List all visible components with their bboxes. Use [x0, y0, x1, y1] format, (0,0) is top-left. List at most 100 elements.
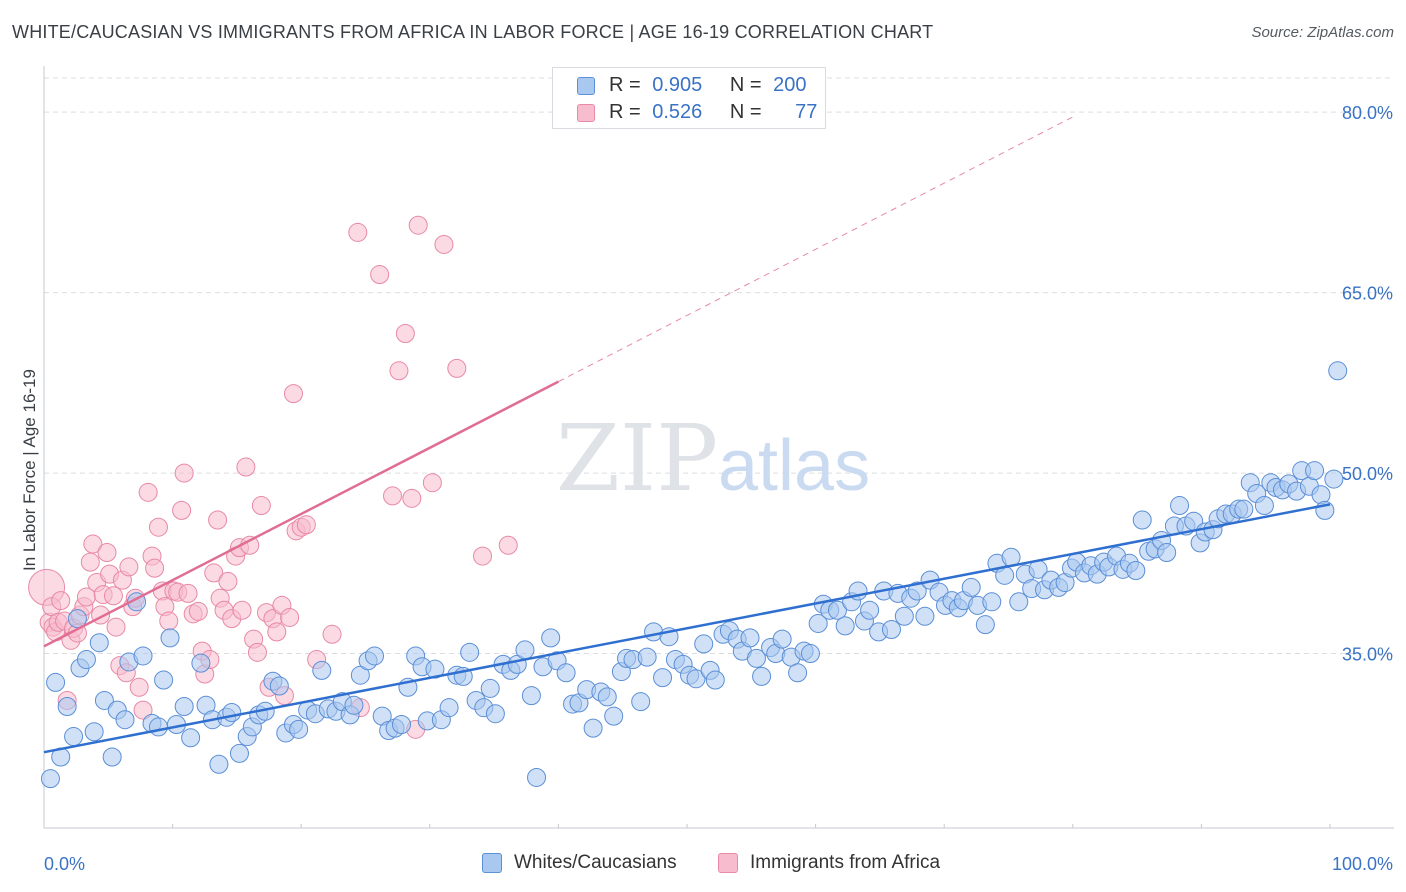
- pink-point: [422, 473, 442, 493]
- blue-point: [961, 577, 981, 597]
- blue-point: [392, 715, 412, 735]
- gridlines: [44, 77, 1394, 655]
- pink-point: [370, 265, 390, 285]
- blue-point: [835, 616, 855, 636]
- blue-swatch-icon: [577, 77, 595, 95]
- pink-point: [83, 534, 103, 554]
- blue-point: [1311, 485, 1331, 505]
- blue-point: [527, 767, 547, 787]
- blue-point: [115, 710, 135, 730]
- pink-point: [145, 558, 165, 578]
- blue-legend-icon: [482, 853, 502, 873]
- bottom-legend-blue-label: Whites/Caucasians: [514, 852, 677, 873]
- legend-n-value-pink: 77: [795, 101, 818, 123]
- pink-point: [236, 457, 256, 477]
- pink-point: [80, 552, 100, 572]
- blue-point: [915, 606, 935, 626]
- blue-point: [94, 690, 114, 710]
- pink-point: [119, 557, 139, 577]
- blue-point: [894, 606, 914, 626]
- blue-point: [827, 600, 847, 620]
- legend-r-label-blue: R =: [609, 74, 641, 96]
- pink-point: [204, 563, 224, 583]
- blue-point: [425, 659, 445, 679]
- blue-series-points: [40, 361, 1348, 789]
- pink-point: [138, 482, 158, 502]
- blue-point: [515, 640, 535, 660]
- blue-point: [975, 615, 995, 635]
- blue-point: [57, 696, 77, 716]
- blue-point: [597, 687, 617, 707]
- blue-point: [480, 678, 500, 698]
- blue-trend-line: [43, 503, 1331, 754]
- blue-point: [1328, 361, 1348, 381]
- pink-point: [296, 515, 316, 535]
- blue-point: [46, 672, 66, 692]
- pink-point: [267, 622, 287, 642]
- blue-point: [860, 600, 880, 620]
- legend-r-value-pink: 0.526: [652, 101, 703, 123]
- blue-point: [705, 670, 725, 690]
- legend-r-label-pink: R =: [609, 101, 641, 123]
- blue-point: [181, 728, 201, 748]
- pink-point: [178, 583, 198, 603]
- blue-point: [344, 695, 364, 715]
- blue-point: [64, 727, 84, 747]
- pink-point: [172, 500, 192, 520]
- pink-point: [348, 222, 368, 242]
- blue-point: [1132, 510, 1152, 530]
- pink-point: [434, 234, 454, 254]
- pink-point: [106, 617, 126, 637]
- blue-point: [460, 642, 480, 662]
- pink-point: [251, 496, 271, 516]
- blue-point: [583, 718, 603, 738]
- blue-point: [89, 633, 109, 653]
- pink-point: [218, 571, 238, 591]
- blue-point: [1126, 561, 1146, 581]
- blue-point: [1324, 469, 1344, 489]
- pink-point: [208, 510, 228, 530]
- blue-point: [174, 696, 194, 716]
- blue-point: [772, 629, 792, 649]
- bottom-legend-pink-label: Immigrants from Africa: [750, 852, 941, 873]
- blue-point: [84, 722, 104, 742]
- blue-point: [521, 686, 541, 706]
- correlation-legend: R = 0.905 N = 200 R = 0.526 N = 77: [552, 67, 826, 129]
- watermark: ZIP atlas: [556, 405, 870, 512]
- pink-point: [133, 700, 153, 720]
- pink-point: [51, 591, 71, 611]
- blue-point: [1009, 592, 1029, 612]
- blue-point: [289, 719, 309, 739]
- pink-point: [247, 642, 267, 662]
- blue-point: [191, 653, 211, 673]
- blue-point: [209, 754, 229, 774]
- y-tick-label: 35.0%: [1342, 645, 1393, 665]
- blue-point: [653, 668, 673, 688]
- y-tick-label: 65.0%: [1342, 284, 1393, 304]
- blue-point: [788, 663, 808, 683]
- pink-point: [473, 546, 493, 566]
- blue-point: [637, 647, 657, 667]
- blue-point: [269, 676, 289, 696]
- pink-point: [322, 624, 342, 644]
- pink-point: [408, 215, 428, 235]
- blue-point: [485, 704, 505, 724]
- pink-point: [383, 486, 403, 506]
- pink-point: [389, 361, 409, 381]
- blue-point: [1157, 542, 1177, 562]
- blue-point: [102, 747, 122, 767]
- pink-point: [159, 611, 179, 631]
- blue-point: [40, 769, 60, 789]
- blue-point: [1170, 496, 1190, 516]
- blue-point: [1234, 499, 1254, 519]
- blue-point: [686, 669, 706, 689]
- blue-point: [631, 692, 651, 712]
- blue-point: [752, 666, 772, 686]
- blue-point: [229, 743, 249, 763]
- blue-point: [541, 628, 561, 648]
- blue-point: [881, 619, 901, 639]
- tick-labels: 35.0% 50.0% 65.0% 80.0% 0.0% 100.0%: [44, 103, 1393, 874]
- y-tick-label: 80.0%: [1342, 103, 1393, 123]
- pink-point: [188, 601, 208, 621]
- legend-n-value-blue: 200: [773, 74, 807, 96]
